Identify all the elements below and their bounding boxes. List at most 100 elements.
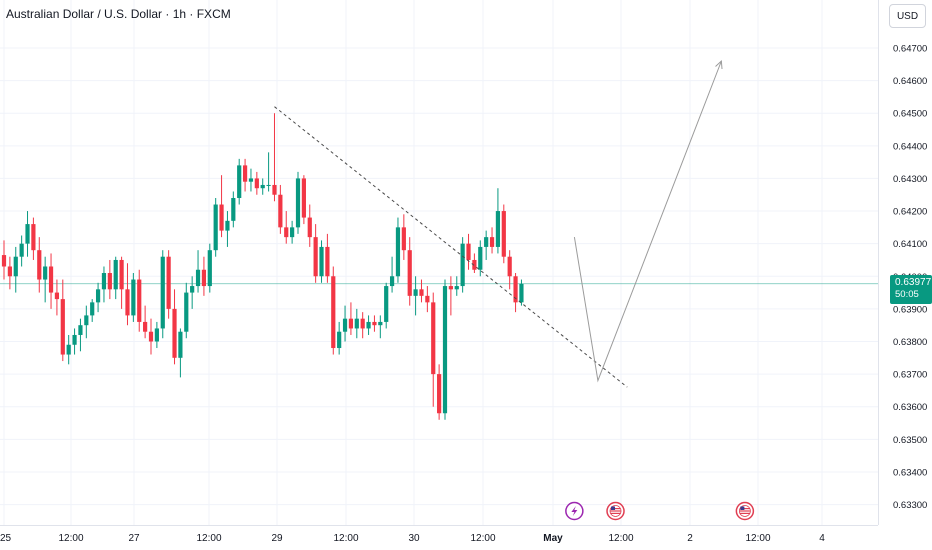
last-price-label: 0.63977 50:05 [890,275,932,304]
candle-down [172,289,177,365]
candle-body [407,250,412,296]
candle-body [207,250,212,287]
candle-up [19,235,24,267]
time-tick-label: 25 [0,533,12,544]
candle-body [31,224,36,251]
candle-down [48,253,54,309]
candle-up [90,299,95,322]
lightning-icon[interactable] [565,501,584,521]
candle-up [395,217,401,283]
candle-body [466,243,471,260]
candle-body [319,246,324,277]
candle-up [66,334,71,365]
time-tick-label: 12:00 [470,533,495,544]
candle-up [43,256,48,303]
projection-path [573,60,722,383]
candle-body [489,237,495,247]
time-tick-label: 30 [408,533,420,544]
candle-body [290,227,295,238]
candle-up [101,266,107,303]
time-axis[interactable]: 25 12:00 27 12:00 29 12:00 30 12:00 May 12:00 2 12:… [0,533,825,544]
price-tick-label: 0.64700 [893,43,927,54]
candle-up [113,256,118,300]
candle-body [272,184,277,195]
candle-body [472,259,477,270]
time-tick-label: May [543,533,563,544]
price-tick-label: 0.64300 [893,174,927,185]
price-tick-label: 0.64200 [893,207,927,218]
candle-up [213,198,218,257]
candle-body [225,220,230,231]
candle-up [295,171,301,234]
event-markers[interactable] [565,501,755,521]
drawing-tools[interactable] [274,59,723,388]
candle-down [278,184,283,234]
candle-down [513,273,518,313]
price-tick-label: 0.64400 [893,141,927,152]
candle-down [489,227,495,254]
candle-body [331,276,336,349]
symbol-title[interactable]: Australian Dollar / U.S. Dollar · 1h · F… [6,7,231,21]
candle-body [237,165,242,199]
price-tick-label: 0.64600 [893,76,927,87]
candle-down [272,113,277,202]
candle-body [1,255,7,267]
candle-body [48,266,54,293]
candle-body [454,286,459,290]
lightning-glyph [571,506,578,516]
candle-body [231,198,236,221]
candle-up [484,230,489,260]
candle-body [366,321,371,329]
candle-body [448,286,453,290]
candle-up [342,305,348,342]
candle-up [13,246,18,293]
candle-up [366,315,371,335]
candle-up [519,279,524,306]
price-axis[interactable]: 0.64700 0.64600 0.64500 0.64400 0.64300 0.642… [893,43,927,511]
candle-up [248,168,254,192]
candle-body [166,256,171,309]
candle-body [337,331,342,349]
candle-down [425,286,430,313]
candle-body [254,178,259,189]
candle-body [72,334,77,345]
candle-body [131,279,136,316]
us-flag-icon[interactable] [606,501,625,521]
candle-body [119,259,124,290]
last-price-value: 0.63977 [895,277,932,288]
candle-body [513,276,518,303]
candle-body [507,256,512,277]
time-tick-label: 12:00 [745,533,770,544]
candle-body [66,344,71,355]
candle-body [419,289,424,296]
candle-up [389,256,395,293]
candle-down [166,250,171,319]
candle-down [137,269,142,332]
candle-body [460,243,465,287]
candle-body [360,318,365,329]
candle-body [484,237,489,247]
us-flag-icon[interactable] [735,501,755,521]
candle-body [278,194,283,228]
price-tick-label: 0.63800 [893,337,927,348]
candle-body [378,321,383,326]
candle-body [242,165,248,182]
candle-down [119,256,124,309]
candle-body [401,227,406,251]
currency-button[interactable]: USD [889,4,926,28]
candle-body [219,204,224,231]
candle-body [148,331,154,342]
candle-body [478,246,483,270]
chart-grid [0,0,878,525]
flag-canton [740,506,745,510]
candle-up [319,240,324,283]
candle-body [260,184,265,189]
candle-body [160,256,165,329]
candle-body [19,243,24,257]
candle-down [331,266,336,355]
candle-up [72,328,77,355]
candle-down [313,224,318,283]
candle-body [437,374,442,414]
candle-body [295,178,301,228]
